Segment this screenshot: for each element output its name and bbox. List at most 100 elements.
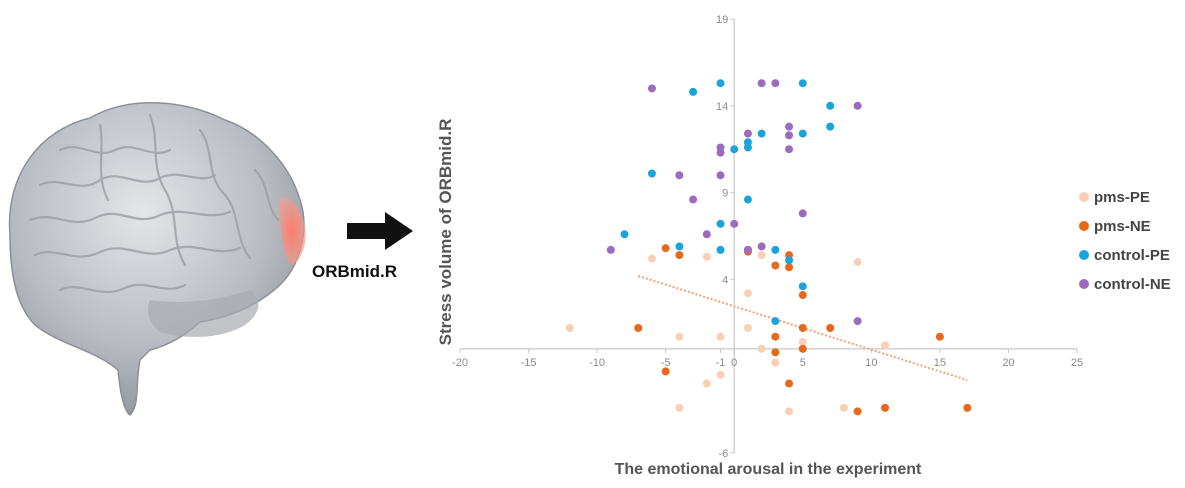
data-point-control-NE xyxy=(771,79,780,88)
region-label: ORBmid.R xyxy=(312,262,397,281)
data-point-pms-PE xyxy=(675,403,684,412)
data-point-pms-NE xyxy=(798,344,807,353)
data-point-pms-NE xyxy=(661,367,670,376)
legend-label-pms-NE: pms-NE xyxy=(1094,218,1151,235)
data-point-control-PE xyxy=(675,242,684,251)
data-point-control-PE xyxy=(798,282,807,291)
data-point-control-NE xyxy=(785,122,794,131)
data-point-control-PE xyxy=(620,230,629,239)
data-point-control-PE xyxy=(826,101,835,110)
data-point-pms-NE xyxy=(785,263,794,272)
data-point-pms-PE xyxy=(675,332,684,341)
x-tick-label: -10 xyxy=(589,357,605,369)
data-point-pms-PE xyxy=(716,370,725,379)
data-point-pms-NE xyxy=(771,261,780,270)
data-point-pms-NE xyxy=(935,332,944,341)
data-point-pms-NE xyxy=(798,324,807,333)
y-tick-label: 19 xyxy=(716,14,728,26)
data-point-control-NE xyxy=(853,101,862,110)
data-point-control-PE xyxy=(716,245,725,254)
x-tick-label: -5 xyxy=(661,357,671,369)
data-point-pms-PE xyxy=(647,254,656,263)
x-axis-title: The emotional arousal in the experiment xyxy=(615,461,922,478)
data-point-control-NE xyxy=(702,230,711,239)
legend-marker-control-NE xyxy=(1079,279,1089,289)
data-point-control-PE xyxy=(771,317,780,326)
data-point-pms-PE xyxy=(853,258,862,267)
y-tick-label: 9 xyxy=(722,188,728,200)
legend-marker-control-PE xyxy=(1079,250,1089,260)
data-point-pms-PE xyxy=(881,341,890,350)
data-point-control-NE xyxy=(716,171,725,180)
y-tick-label: -6 xyxy=(718,448,728,460)
legend-label-control-NE: control-NE xyxy=(1094,276,1171,293)
x-tick-label: 0 xyxy=(731,357,737,369)
data-point-control-NE xyxy=(785,131,794,140)
arrow-right-icon xyxy=(347,212,413,250)
data-point-control-PE xyxy=(743,138,752,147)
data-point-control-PE xyxy=(743,195,752,204)
legend-label-pms-PE: pms-PE xyxy=(1094,189,1150,206)
data-point-control-NE xyxy=(785,145,794,154)
data-point-control-PE xyxy=(785,256,794,265)
legend-marker-pms-NE xyxy=(1079,221,1089,231)
data-point-pms-PE xyxy=(771,358,780,367)
x-tick-label: 15 xyxy=(934,357,946,369)
data-point-pms-NE xyxy=(661,244,670,253)
data-point-pms-PE xyxy=(798,337,807,346)
data-point-pms-PE xyxy=(702,252,711,261)
data-point-control-PE xyxy=(716,219,725,228)
data-point-control-PE xyxy=(730,145,739,154)
data-point-control-NE xyxy=(716,148,725,157)
data-point-pms-NE xyxy=(634,324,643,333)
data-point-pms-NE xyxy=(853,407,862,416)
x-tick-label: -20 xyxy=(452,357,468,369)
x-tick-label: 25 xyxy=(1071,357,1083,369)
chart-axes xyxy=(459,18,1078,454)
data-point-pms-PE xyxy=(743,324,752,333)
legend: pms-PE pms-NE control-PE control-NE xyxy=(1079,189,1171,293)
y-tick-label: 4 xyxy=(722,274,728,286)
data-point-control-NE xyxy=(798,209,807,218)
data-point-pms-NE xyxy=(771,348,780,357)
x-tick-label: 5 xyxy=(800,357,806,369)
x-tick-label: 20 xyxy=(1002,357,1014,369)
data-point-pms-NE xyxy=(881,403,890,412)
data-point-pms-NE xyxy=(826,324,835,333)
orbmid-highlight xyxy=(278,197,306,265)
brain-illustration xyxy=(8,102,413,416)
data-point-pms-NE xyxy=(798,291,807,300)
y-tick-label: 14 xyxy=(716,101,728,113)
data-point-pms-PE xyxy=(743,289,752,298)
data-point-pms-PE xyxy=(757,251,766,260)
brain-shape xyxy=(8,102,305,416)
data-point-control-NE xyxy=(675,171,684,180)
data-point-pms-NE xyxy=(675,251,684,260)
data-point-control-NE xyxy=(689,195,698,204)
data-point-control-PE xyxy=(826,122,835,131)
data-point-control-PE xyxy=(798,129,807,138)
y-axis-title: Stress volume of ORBmid.R xyxy=(436,119,455,346)
data-point-pms-NE xyxy=(963,403,972,412)
data-point-pms-PE xyxy=(757,344,766,353)
legend-label-control-PE: control-PE xyxy=(1094,247,1170,264)
data-point-control-PE xyxy=(716,79,725,88)
data-point-pms-PE xyxy=(565,324,574,333)
x-tick-label: 10 xyxy=(865,357,877,369)
data-point-control-NE xyxy=(853,317,862,326)
data-point-control-NE xyxy=(743,245,752,254)
data-point-control-NE xyxy=(730,219,739,228)
data-point-pms-NE xyxy=(771,332,780,341)
data-point-control-NE xyxy=(647,84,656,93)
data-points-layer xyxy=(565,79,972,416)
data-point-control-NE xyxy=(757,79,766,88)
data-point-pms-NE xyxy=(785,379,794,388)
data-point-control-NE xyxy=(757,242,766,251)
data-point-control-PE xyxy=(647,169,656,178)
legend-marker-pms-PE xyxy=(1079,192,1089,202)
x-tick-label: -15 xyxy=(521,357,537,369)
data-point-control-PE xyxy=(798,79,807,88)
x-tick-label: -1 xyxy=(716,357,726,369)
